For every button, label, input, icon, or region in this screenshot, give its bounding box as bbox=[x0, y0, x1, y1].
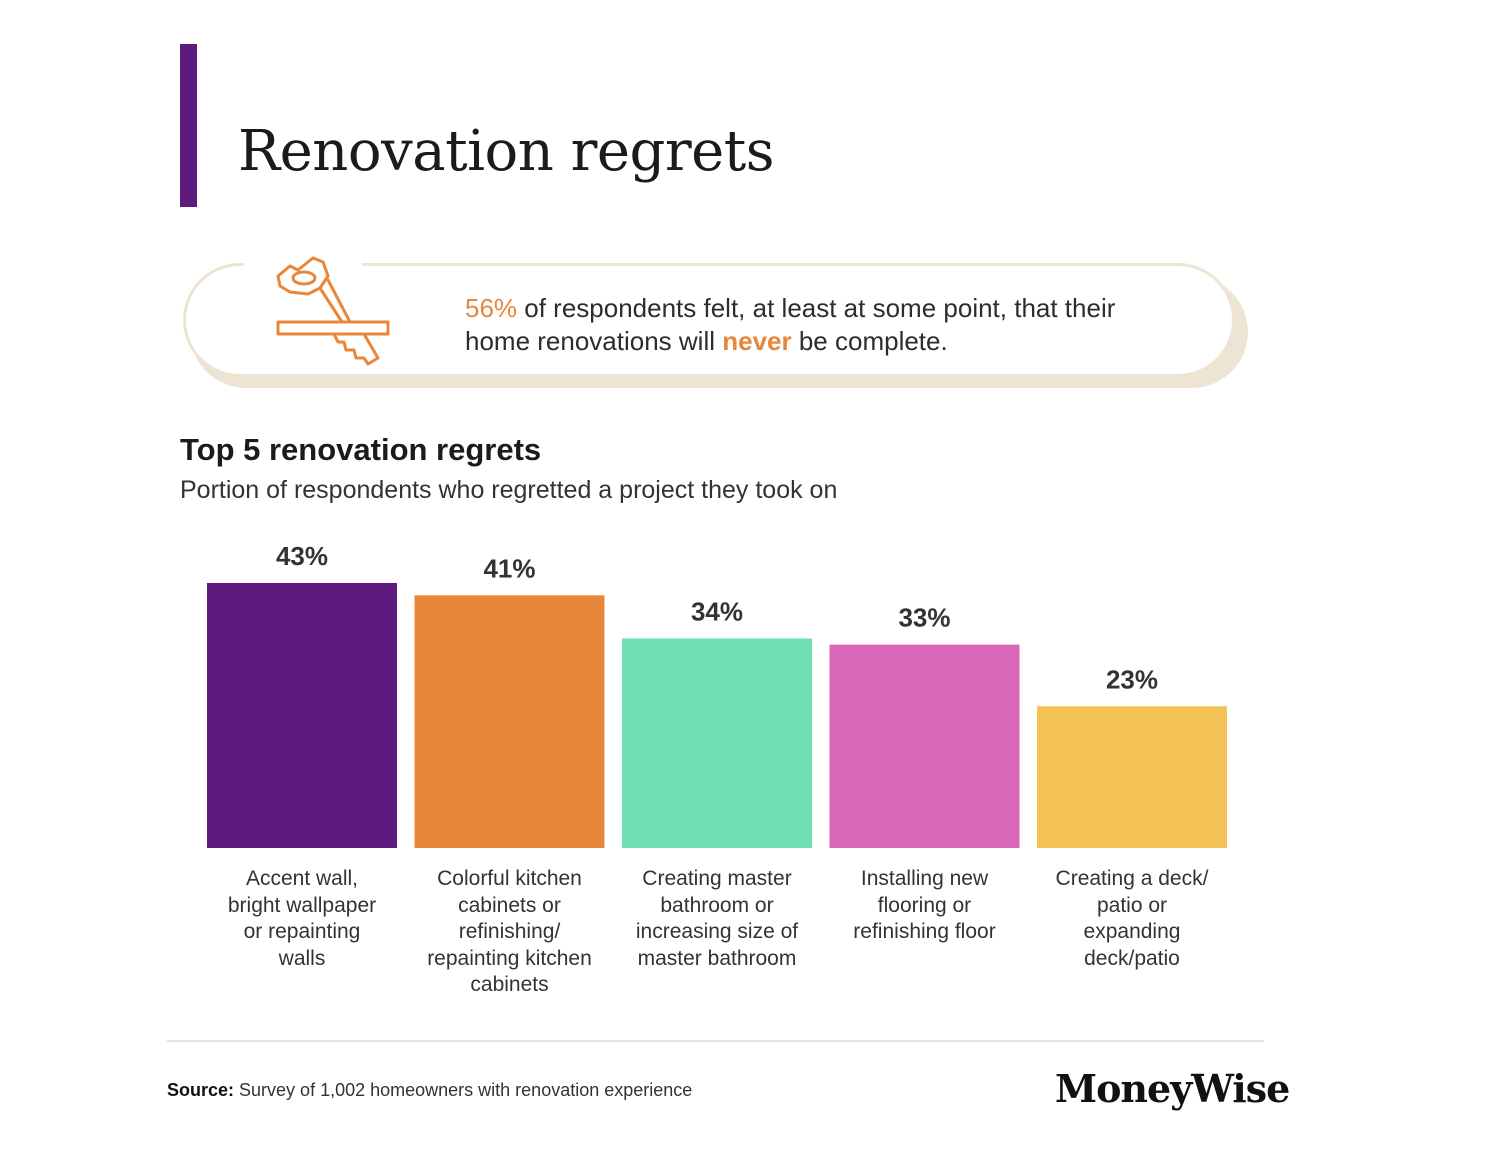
callout-text-part-2: be complete. bbox=[791, 326, 948, 356]
category-label-3: Creating master bathroom or increasing siz… bbox=[617, 866, 817, 972]
source-text: Survey of 1,002 homeowners with renovati… bbox=[234, 1080, 693, 1100]
bar-3 bbox=[622, 638, 812, 848]
source-label: Source: bbox=[167, 1080, 235, 1100]
source-note: Source: Survey of 1,002 homeowners with … bbox=[167, 1080, 692, 1101]
value-label-5: 23% bbox=[1106, 664, 1158, 694]
moneywise-logo: MoneyWise bbox=[1055, 1066, 1290, 1111]
category-label-5: Creating a deck/patio or expanding deck/pa… bbox=[1032, 866, 1232, 972]
category-label-4: Installing new flooring or refinishing flo… bbox=[825, 866, 1025, 946]
value-label-3: 34% bbox=[691, 596, 743, 626]
category-label-2: Colorful kitchen cabinets or refinishing/r… bbox=[410, 866, 610, 999]
category-label-line: deck/patio bbox=[1084, 946, 1180, 970]
bar-5 bbox=[1037, 706, 1227, 848]
category-label-line: walls bbox=[278, 946, 326, 970]
category-label-line: Creating a deck/ bbox=[1055, 867, 1209, 890]
title-accent-bar bbox=[180, 44, 197, 207]
category-label-line: refinishing/ bbox=[458, 920, 561, 943]
callout-emphasis: never bbox=[722, 326, 792, 356]
callout-text: 56% of respondents felt, at least at som… bbox=[465, 292, 1185, 358]
category-label-line: Creating master bbox=[642, 867, 792, 890]
category-label-line: Installing new bbox=[860, 867, 989, 890]
category-label-line: cabinets or bbox=[458, 893, 561, 917]
callout-text-part-1: of respondents felt, at least at some po… bbox=[465, 293, 1116, 356]
value-label-1: 43% bbox=[276, 541, 328, 571]
value-label-4: 33% bbox=[898, 603, 950, 633]
bar-4 bbox=[829, 644, 1020, 848]
category-label-line: refinishing floor bbox=[853, 920, 996, 943]
footer-divider bbox=[167, 1040, 1264, 1042]
category-label-line: bright wallpaper bbox=[227, 893, 377, 917]
category-label-line: repainting kitchen bbox=[427, 946, 592, 970]
category-label-line: patio or bbox=[1096, 893, 1168, 917]
category-label-line: or repainting bbox=[243, 920, 361, 943]
chart-title: Top 5 renovation regrets bbox=[180, 432, 542, 467]
page-title: Renovation regrets bbox=[238, 118, 775, 184]
category-label-line: Accent wall, bbox=[245, 867, 359, 890]
hand-saw-icon bbox=[276, 256, 390, 366]
category-label-line: bathroom or bbox=[660, 893, 774, 917]
category-label-line: cabinets bbox=[470, 973, 549, 996]
category-label-line: expanding bbox=[1083, 920, 1181, 943]
callout-border-gap bbox=[244, 258, 362, 270]
bar-2 bbox=[414, 595, 605, 848]
value-label-2: 41% bbox=[483, 553, 535, 583]
chart-subtitle: Portion of respondents who regretted a p… bbox=[180, 476, 838, 504]
category-label-line: flooring or bbox=[877, 893, 972, 917]
category-label-line: increasing size of bbox=[635, 920, 799, 943]
bar-1 bbox=[207, 583, 397, 848]
category-label-1: Accent wall, bright wallpaper or repaintin… bbox=[202, 866, 402, 972]
callout-percent: 56% bbox=[465, 293, 518, 323]
category-label-line: Colorful kitchen bbox=[437, 867, 582, 890]
category-label-line: master bathroom bbox=[637, 946, 797, 970]
